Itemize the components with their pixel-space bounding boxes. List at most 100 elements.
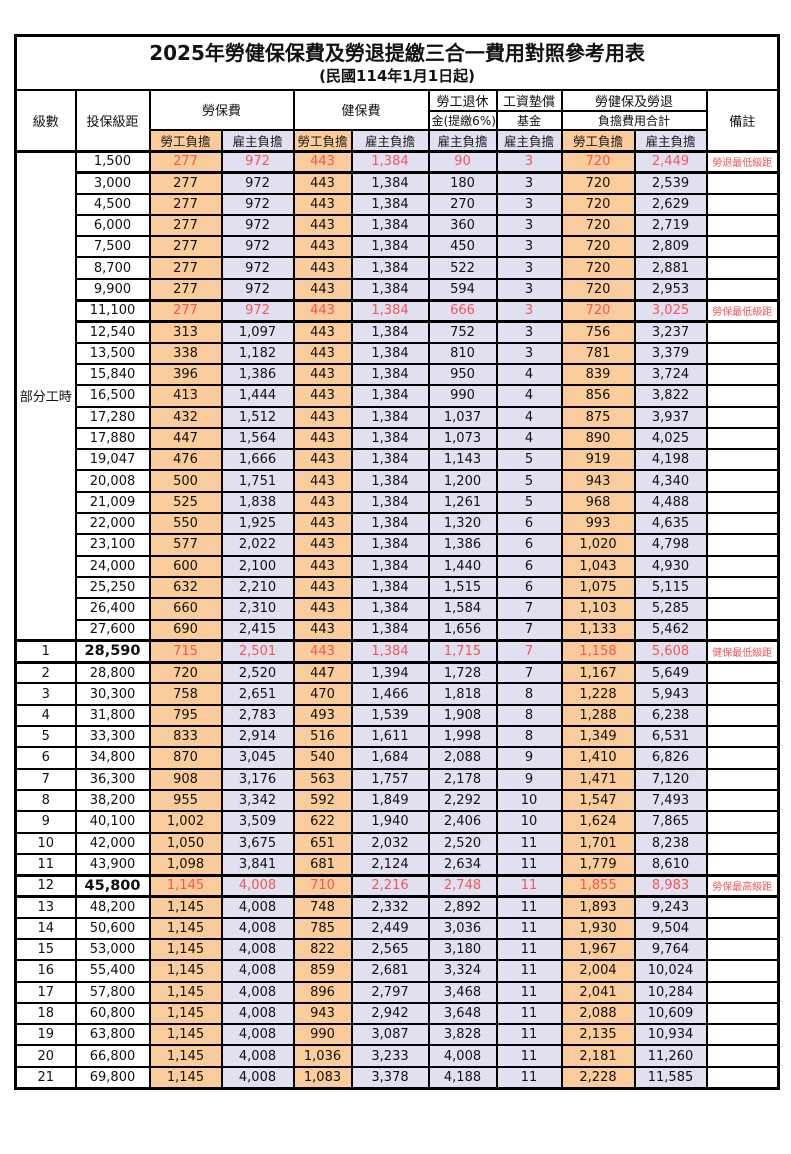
table-row: 14 50,600 1,145 4,008 785 2,449 3,036 11 1,930 9,… bbox=[14, 916, 780, 940]
value-cell: 955 bbox=[148, 788, 223, 813]
value-cell: 752 bbox=[427, 320, 498, 344]
bracket-cell: 21,009 bbox=[74, 490, 151, 515]
value-cell: 1,097 bbox=[220, 320, 295, 344]
remark-cell bbox=[705, 661, 780, 685]
value-cell: 443 bbox=[292, 320, 353, 344]
table-row: 1 28,590 715 2,501 443 1,384 1,715 7 1,158 5,608 健… bbox=[14, 639, 780, 664]
value-cell: 11 bbox=[495, 916, 563, 940]
value-cell: 443 bbox=[292, 405, 353, 429]
value-cell: 2,088 bbox=[560, 1001, 636, 1026]
value-cell: 748 bbox=[292, 895, 353, 919]
value-cell: 6,826 bbox=[633, 746, 708, 770]
value-cell: 1,145 bbox=[148, 873, 223, 898]
value-cell: 1,611 bbox=[350, 725, 430, 749]
value-cell: 2,124 bbox=[350, 852, 430, 877]
table-row: 5 33,300 833 2,914 516 1,611 1,998 8 1,349 6,531 bbox=[14, 725, 780, 749]
value-cell: 4,340 bbox=[633, 469, 708, 493]
remark-cell bbox=[705, 1065, 780, 1090]
value-cell: 6 bbox=[495, 533, 563, 557]
value-cell: 4 bbox=[495, 384, 563, 408]
value-cell: 447 bbox=[292, 661, 353, 685]
value-cell: 443 bbox=[292, 426, 353, 451]
table-row: 6,000 277 972 443 1,384 360 3 720 2,719 bbox=[16, 213, 780, 238]
remark-cell bbox=[705, 746, 780, 770]
value-cell: 1,384 bbox=[350, 618, 430, 642]
table-row: 部分工時 1,500 277 972 443 1,384 90 3 720 2,449 勞退最低級距 bbox=[14, 149, 780, 643]
bracket-cell: 66,800 bbox=[74, 1044, 151, 1068]
value-cell: 1,384 bbox=[350, 320, 430, 344]
value-cell: 1,384 bbox=[350, 235, 430, 259]
col-header-level: 級數 bbox=[14, 88, 77, 152]
value-cell: 5 bbox=[495, 469, 563, 493]
value-cell: 443 bbox=[292, 469, 353, 493]
value-cell: 11 bbox=[495, 1023, 563, 1047]
page-title: 2025年勞健保保費及勞退提繳三合一費用對照參考用表 bbox=[149, 41, 645, 65]
value-cell: 1,539 bbox=[350, 703, 430, 728]
remark-cell bbox=[705, 384, 780, 408]
value-cell: 972 bbox=[220, 298, 295, 323]
value-cell: 972 bbox=[220, 256, 295, 280]
remark-cell bbox=[705, 1044, 780, 1068]
value-cell: 1,515 bbox=[427, 575, 498, 600]
value-cell: 8 bbox=[495, 703, 563, 728]
remark-cell bbox=[705, 980, 780, 1004]
value-cell: 8,983 bbox=[633, 873, 708, 898]
remark-cell bbox=[705, 405, 780, 429]
value-cell: 2,178 bbox=[427, 767, 498, 791]
value-cell: 3,025 bbox=[633, 298, 708, 323]
remark-cell: 勞保最低級距 bbox=[705, 298, 780, 323]
remark-cell bbox=[705, 256, 780, 280]
value-cell: 795 bbox=[148, 703, 223, 728]
value-cell: 1,103 bbox=[560, 597, 636, 621]
bracket-cell: 26,400 bbox=[74, 597, 151, 621]
value-cell: 1,757 bbox=[350, 767, 430, 791]
value-cell: 720 bbox=[560, 298, 636, 323]
value-cell: 3,841 bbox=[220, 852, 295, 877]
value-cell: 443 bbox=[292, 192, 353, 216]
value-cell: 1,037 bbox=[427, 405, 498, 429]
bracket-cell: 36,300 bbox=[74, 767, 151, 791]
level-cell: 9 bbox=[14, 810, 77, 834]
table-row: 9,900 277 972 443 1,384 594 3 720 2,953 bbox=[16, 277, 780, 302]
value-cell: 270 bbox=[427, 192, 498, 216]
value-cell: 3,379 bbox=[633, 341, 708, 365]
remark-cell bbox=[705, 448, 780, 472]
value-cell: 1,145 bbox=[148, 937, 223, 962]
value-cell: 4,008 bbox=[220, 916, 295, 940]
value-cell: 2,942 bbox=[350, 1001, 430, 1026]
value-cell: 839 bbox=[560, 362, 636, 387]
table-row: 15,840 396 1,386 443 1,384 950 4 839 3,724 bbox=[16, 362, 780, 387]
bracket-cell: 60,800 bbox=[74, 1001, 151, 1026]
table-row: 8 38,200 955 3,342 592 1,849 2,292 10 1,547 7,493 bbox=[14, 788, 780, 813]
bracket-cell: 23,100 bbox=[74, 533, 151, 557]
value-cell: 3,087 bbox=[350, 1023, 430, 1047]
value-cell: 1,967 bbox=[560, 937, 636, 962]
value-cell: 943 bbox=[560, 469, 636, 493]
value-cell: 666 bbox=[427, 298, 498, 323]
remark-cell bbox=[705, 575, 780, 600]
value-cell: 3,036 bbox=[427, 916, 498, 940]
table-row: 21,009 525 1,838 443 1,384 1,261 5 968 4,488 bbox=[16, 490, 780, 515]
value-cell: 522 bbox=[427, 256, 498, 280]
value-cell: 4,008 bbox=[220, 1023, 295, 1047]
value-cell: 5,285 bbox=[633, 597, 708, 621]
subheader-wage-fund-employer: 雇主負擔 bbox=[495, 128, 563, 152]
value-cell: 3,378 bbox=[350, 1065, 430, 1090]
remark-cell bbox=[705, 277, 780, 302]
value-cell: 2,210 bbox=[220, 575, 295, 600]
value-cell: 1,145 bbox=[148, 980, 223, 1004]
value-cell: 1,384 bbox=[350, 448, 430, 472]
remark-cell bbox=[705, 512, 780, 536]
value-cell: 1,384 bbox=[350, 192, 430, 216]
value-cell: 1,228 bbox=[560, 682, 636, 706]
value-cell: 443 bbox=[292, 512, 353, 536]
value-cell: 1,893 bbox=[560, 895, 636, 919]
value-cell: 11,260 bbox=[633, 1044, 708, 1068]
value-cell: 1,036 bbox=[292, 1044, 353, 1068]
col-header-pension-line1: 勞工退休 bbox=[427, 88, 498, 112]
bracket-cell: 50,600 bbox=[74, 916, 151, 940]
table-row: 12 45,800 1,145 4,008 710 2,216 2,748 11 1,855 8,… bbox=[14, 873, 780, 898]
value-cell: 1,384 bbox=[350, 341, 430, 365]
bracket-cell: 4,500 bbox=[74, 192, 151, 216]
remark-cell bbox=[705, 192, 780, 216]
